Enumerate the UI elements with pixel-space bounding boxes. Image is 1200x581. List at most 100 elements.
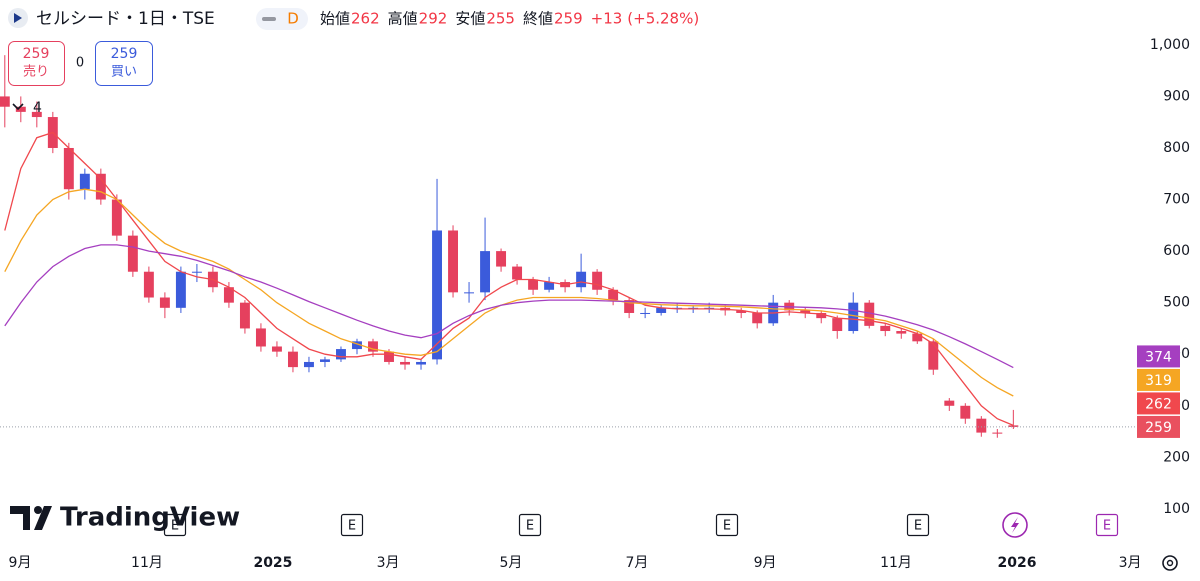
settings-icon[interactable] <box>1162 555 1178 571</box>
candle-body <box>255 328 266 347</box>
candle-body <box>624 300 635 313</box>
candle-body <box>496 251 507 267</box>
future-earnings-label: E <box>1103 519 1111 534</box>
candle-body <box>15 106 26 112</box>
x-tick-label: 3月 <box>1119 555 1142 571</box>
x-tick-label: 11月 <box>131 555 163 571</box>
earnings-marker[interactable] <box>163 513 187 537</box>
candle-body <box>304 361 314 368</box>
symbol-icon-mark <box>14 13 22 23</box>
candle-body <box>544 282 555 290</box>
candle-body <box>464 292 475 294</box>
price-label-bg <box>1137 368 1180 391</box>
sell-label: 売り <box>23 64 49 80</box>
price-label: 374 <box>1145 349 1172 365</box>
y-tick-label: 700 <box>1163 192 1190 208</box>
dividend-icon <box>1011 517 1019 533</box>
candle-body <box>143 271 154 298</box>
x-tick-label: 3月 <box>377 555 400 571</box>
candle-body <box>816 312 827 319</box>
candle-body <box>384 351 394 362</box>
ohlc-value: 262 <box>351 10 380 28</box>
logo-dot <box>34 506 42 514</box>
price-label: 319 <box>1145 373 1172 389</box>
x-tick-label: 9月 <box>9 555 32 571</box>
candle-body <box>79 173 90 190</box>
toggle[interactable] <box>256 8 308 30</box>
candle-body <box>608 289 619 301</box>
candle-body <box>31 111 42 118</box>
moving-average <box>4 244 1014 369</box>
candle-body <box>864 302 875 326</box>
candle-body <box>896 331 907 334</box>
spread: 0 <box>76 56 84 71</box>
toggle-dash <box>262 17 276 21</box>
earnings-marker[interactable] <box>518 513 542 537</box>
x-tick-label: 2026 <box>998 555 1037 571</box>
earnings-marker-label: E <box>171 519 179 534</box>
candle-body <box>175 271 186 308</box>
candle-body <box>592 271 603 290</box>
candle-body <box>832 318 843 332</box>
candle-body <box>63 147 74 190</box>
y-tick-label: 1,000 <box>1150 37 1190 53</box>
x-tick-label: 2025 <box>253 555 292 571</box>
candle-body <box>992 432 1003 434</box>
change: +13 <box>591 10 623 28</box>
candle-body <box>928 341 939 370</box>
buy-button[interactable] <box>95 41 153 86</box>
x-tick-label: 11月 <box>880 555 912 571</box>
earnings-marker[interactable] <box>340 513 364 537</box>
candle-body <box>352 341 362 350</box>
candle-body <box>848 302 859 332</box>
sell-button[interactable] <box>8 41 65 86</box>
interval-badge: D <box>287 10 299 28</box>
candle-body <box>271 346 282 352</box>
price-label-bg <box>1137 415 1180 438</box>
price-label-bg <box>1137 392 1180 415</box>
change-percent: (+5.28%) <box>627 10 699 28</box>
watermark-logo: TradingView <box>10 503 240 533</box>
moving-average <box>4 188 1014 397</box>
candle-body <box>960 405 971 419</box>
y-tick-label: 100 <box>1163 501 1190 517</box>
y-tick-label: 900 <box>1163 88 1190 104</box>
candle-body <box>287 351 298 368</box>
collapse-icon[interactable] <box>12 103 24 111</box>
ohlc-value: 292 <box>419 10 448 28</box>
ohlc-legend: 始値 262 高値 292 安値 255 終値 259 +13 (+5.28%) <box>320 10 699 28</box>
y-tick-label: 600 <box>1163 243 1190 259</box>
future-earnings-marker[interactable] <box>1095 513 1119 537</box>
candle-body <box>320 359 330 362</box>
candle-body <box>512 266 523 280</box>
ohlc-value: 255 <box>486 10 515 28</box>
x-tick-label: 9月 <box>754 555 777 571</box>
buy-price: 259 <box>111 46 138 62</box>
candle-body <box>336 349 346 360</box>
plot-area <box>0 55 1019 438</box>
ohlc-label: 終値 <box>523 10 553 28</box>
earnings-marker[interactable] <box>906 513 930 537</box>
candle-body <box>736 310 747 313</box>
y-tick-label: 800 <box>1163 140 1190 156</box>
price-label-bg <box>1137 345 1180 368</box>
y-tick-label: 500 <box>1163 295 1190 311</box>
candle-body <box>576 271 587 288</box>
candle-body <box>448 230 459 293</box>
candle-body <box>191 271 202 273</box>
candle-body <box>239 302 250 329</box>
ohlc-label: 安値 <box>455 10 485 28</box>
candle-body <box>368 341 378 352</box>
earnings-marker-label: E <box>526 519 534 534</box>
candle-body <box>223 287 234 303</box>
watermark: TradingView <box>60 503 240 533</box>
candle-body <box>656 307 667 313</box>
candle-body <box>800 310 811 313</box>
y-tick-label: 200 <box>1163 449 1190 465</box>
earnings-marker[interactable] <box>715 513 739 537</box>
price-label: 259 <box>1145 420 1172 436</box>
candle-body <box>95 173 106 200</box>
x-tick-label: 7月 <box>626 555 649 571</box>
candle-body <box>1008 425 1019 427</box>
